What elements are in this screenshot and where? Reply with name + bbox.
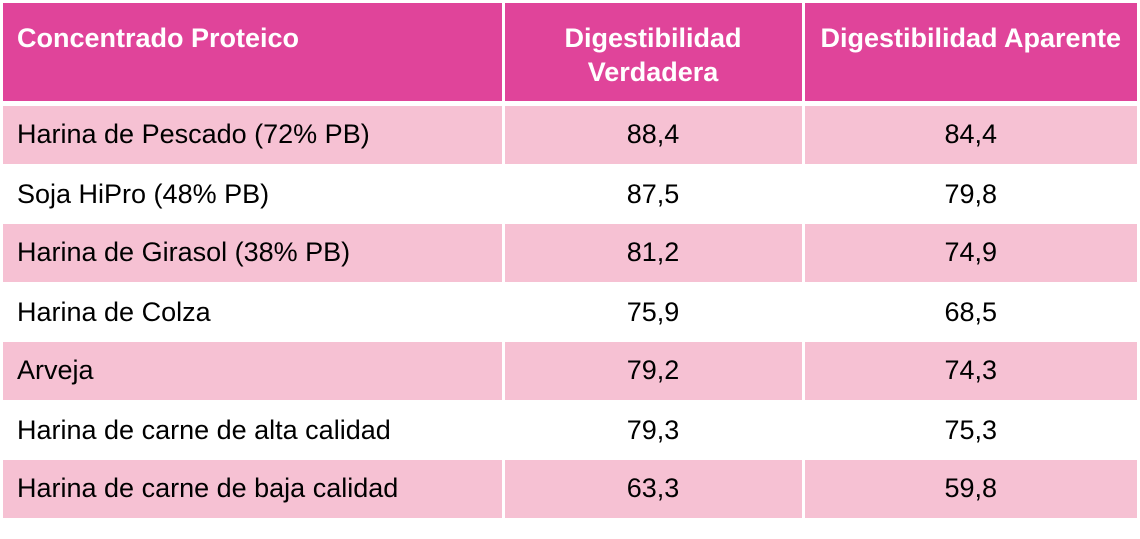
cell-aparente: 79,8 (801, 164, 1137, 224)
header-concentrado: Concentrado Proteico (3, 3, 503, 106)
digestibility-table: Concentrado Proteico Digestibilidad Verd… (3, 3, 1137, 520)
table-row: Harina de Girasol (38% PB) 81,2 74,9 (3, 223, 1137, 284)
cell-aparente: 74,3 (801, 341, 1137, 402)
cell-aparente: 74,9 (801, 223, 1137, 284)
cell-aparente: 84,4 (801, 103, 1137, 166)
cell-aparente: 59,8 (801, 459, 1137, 520)
table-row: Harina de Pescado (72% PB) 88,4 84,4 (3, 103, 1137, 166)
cell-verdadera: 79,3 (501, 400, 803, 460)
table-row: Harina de carne de baja calidad 63,3 59,8 (3, 459, 1137, 520)
cell-concentrado: Harina de Pescado (72% PB) (3, 103, 503, 166)
cell-concentrado: Harina de Girasol (38% PB) (3, 223, 503, 284)
cell-concentrado: Soja HiPro (48% PB) (17, 179, 270, 209)
header-digestibilidad-aparente: Digestibilidad Aparente (801, 3, 1137, 106)
cell-verdadera: 81,2 (501, 223, 803, 284)
table-row: Soja HiPro (48% PB) 87,5 79,8 (3, 164, 1137, 224)
cell-verdadera: 87,5 (501, 164, 803, 224)
cell-verdadera: 79,2 (501, 341, 803, 402)
cell-concentrado: Harina de Colza (17, 297, 211, 327)
table-row: Harina de Colza 75,9 68,5 (3, 282, 1137, 342)
header-row: Concentrado Proteico Digestibilidad Verd… (3, 3, 1137, 106)
cell-verdadera: 88,4 (501, 103, 803, 166)
cell-verdadera: 63,3 (501, 459, 803, 520)
cell-concentrado: Harina de carne de alta calidad (17, 415, 391, 445)
table-row: Harina de carne de alta calidad 79,3 75,3 (3, 400, 1137, 460)
cell-concentrado: Harina de carne de baja calidad (3, 459, 503, 520)
cell-verdadera: 75,9 (501, 282, 803, 342)
cell-aparente: 75,3 (801, 400, 1137, 460)
table-row: Arveja 79,2 74,3 (3, 341, 1137, 402)
header-digestibilidad-verdadera: Digestibilidad Verdadera (501, 3, 803, 106)
cell-aparente: 68,5 (801, 282, 1137, 342)
cell-concentrado: Arveja (3, 341, 503, 402)
